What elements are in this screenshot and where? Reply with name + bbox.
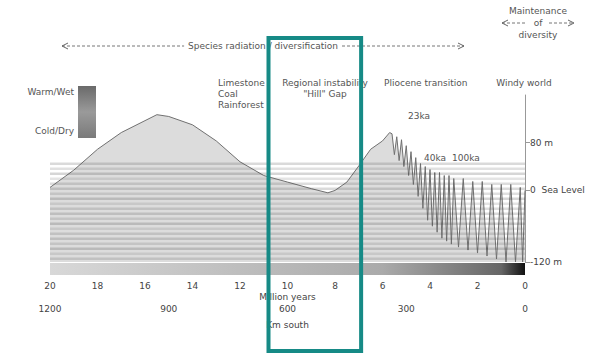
svg-text:4: 4 — [427, 281, 433, 291]
svg-text:0: 0 — [522, 304, 528, 314]
svg-text:0: 0 — [522, 281, 528, 291]
svg-text:Km south: Km south — [266, 320, 309, 330]
svg-text:Pliocene transition: Pliocene transition — [384, 78, 467, 88]
svg-text:600: 600 — [279, 304, 296, 314]
svg-text:Regional instability: Regional instability — [282, 78, 368, 88]
svg-text:6: 6 — [380, 281, 386, 291]
svg-text:Maintenance: Maintenance — [509, 6, 567, 16]
svg-text:40ka: 40ka — [424, 153, 446, 163]
svg-text:Limestone: Limestone — [218, 78, 265, 88]
svg-text:0 Sea Level: 0 Sea Level — [530, 185, 585, 195]
svg-text:of: of — [534, 18, 544, 28]
svg-text:1200: 1200 — [39, 304, 62, 314]
svg-text:16: 16 — [139, 281, 151, 291]
svg-text:2: 2 — [475, 281, 481, 291]
svg-text:Species radiation / diversific: Species radiation / diversification — [188, 41, 338, 51]
svg-text:Million years: Million years — [259, 291, 316, 302]
svg-text:Warm/Wet: Warm/Wet — [27, 87, 74, 97]
svg-text:12: 12 — [234, 281, 245, 291]
svg-text:-120 m: -120 m — [530, 257, 562, 267]
svg-text:14: 14 — [187, 281, 199, 291]
svg-text:Coal: Coal — [218, 89, 238, 99]
svg-text:300: 300 — [398, 304, 415, 314]
svg-text:900: 900 — [160, 304, 177, 314]
svg-text:diversity: diversity — [519, 30, 558, 40]
svg-text:100ka: 100ka — [452, 153, 480, 163]
svg-text:23ka: 23ka — [408, 111, 430, 121]
svg-text:"Hill" Gap: "Hill" Gap — [303, 89, 347, 99]
svg-text:18: 18 — [92, 281, 104, 291]
svg-text:80 m: 80 m — [530, 138, 553, 148]
svg-text:10: 10 — [282, 281, 294, 291]
svg-text:Cold/Dry: Cold/Dry — [35, 126, 75, 136]
svg-text:Rainforest: Rainforest — [218, 100, 264, 110]
svg-text:8: 8 — [332, 281, 338, 291]
svg-text:Windy world: Windy world — [496, 78, 552, 88]
svg-text:20: 20 — [44, 281, 56, 291]
